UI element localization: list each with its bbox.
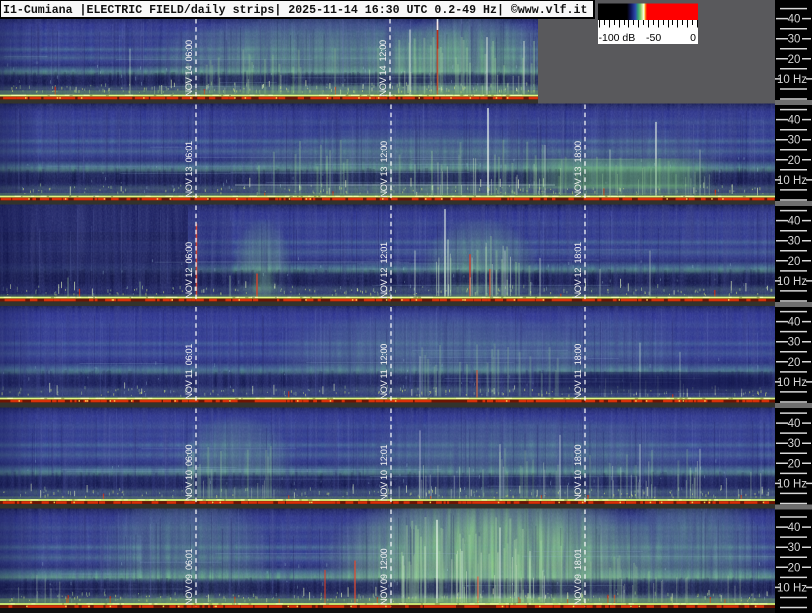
svg-text:30: 30 bbox=[788, 135, 801, 147]
svg-text:NOV 09 06:01: NOV 09 06:01 bbox=[184, 549, 194, 605]
svg-text:20: 20 bbox=[788, 155, 801, 167]
svg-text:NOV 12 06:00: NOV 12 06:00 bbox=[184, 242, 194, 298]
svg-text:30: 30 bbox=[788, 438, 801, 450]
svg-text:NOV 09 18:01: NOV 09 18:01 bbox=[573, 549, 583, 605]
svg-text:20: 20 bbox=[788, 562, 801, 574]
svg-text:0: 0 bbox=[690, 32, 696, 44]
svg-text:30: 30 bbox=[788, 337, 801, 349]
svg-text:40: 40 bbox=[788, 522, 801, 534]
svg-text:20: 20 bbox=[788, 357, 801, 369]
svg-text:NOV 13 18:00: NOV 13 18:00 bbox=[573, 141, 583, 197]
svg-text:NOV 10 12:01: NOV 10 12:01 bbox=[379, 445, 389, 501]
svg-text:20: 20 bbox=[788, 256, 801, 268]
svg-text:NOV 14 06:00: NOV 14 06:00 bbox=[184, 40, 194, 96]
svg-text:NOV 10 06:00: NOV 10 06:00 bbox=[184, 445, 194, 501]
svg-text:NOV 11 12:00: NOV 11 12:00 bbox=[379, 344, 389, 400]
svg-text:40: 40 bbox=[788, 14, 801, 26]
svg-text:30: 30 bbox=[788, 236, 801, 248]
svg-text:20: 20 bbox=[788, 458, 801, 470]
svg-text:NOV 11 06:01: NOV 11 06:01 bbox=[184, 344, 194, 400]
svg-text:30: 30 bbox=[788, 34, 801, 46]
svg-text:NOV 13 12:00: NOV 13 12:00 bbox=[379, 141, 389, 197]
svg-text:NOV 09 12:00: NOV 09 12:00 bbox=[379, 549, 389, 605]
svg-text:40: 40 bbox=[788, 418, 801, 430]
svg-text:40: 40 bbox=[788, 115, 801, 127]
svg-text:NOV 11 18:00: NOV 11 18:00 bbox=[573, 344, 583, 400]
svg-text:10 Hz: 10 Hz bbox=[777, 74, 807, 86]
svg-text:10 Hz: 10 Hz bbox=[777, 175, 807, 187]
svg-text:NOV 14 12:00: NOV 14 12:00 bbox=[378, 40, 388, 96]
svg-text:NOV 12 12:01: NOV 12 12:01 bbox=[379, 242, 389, 298]
svg-text:10 Hz: 10 Hz bbox=[777, 276, 807, 288]
svg-text:20: 20 bbox=[788, 54, 801, 66]
svg-text:NOV 13 06:01: NOV 13 06:01 bbox=[184, 141, 194, 197]
svg-text:40: 40 bbox=[788, 317, 801, 329]
svg-text:40: 40 bbox=[788, 216, 801, 228]
svg-text:-100 dB: -100 dB bbox=[599, 32, 636, 44]
svg-text:NOV 12 18:01: NOV 12 18:01 bbox=[573, 242, 583, 298]
svg-text:30: 30 bbox=[788, 542, 801, 554]
svg-text:10 Hz: 10 Hz bbox=[777, 478, 807, 490]
svg-text:-50: -50 bbox=[646, 32, 661, 44]
svg-text:I1-Cumiana |ELECTRIC FIELD/dai: I1-Cumiana |ELECTRIC FIELD/daily strips|… bbox=[3, 4, 587, 17]
svg-text:NOV 10 18:00: NOV 10 18:00 bbox=[573, 445, 583, 501]
svg-text:10 Hz: 10 Hz bbox=[777, 582, 807, 594]
svg-text:10 Hz: 10 Hz bbox=[777, 377, 807, 389]
